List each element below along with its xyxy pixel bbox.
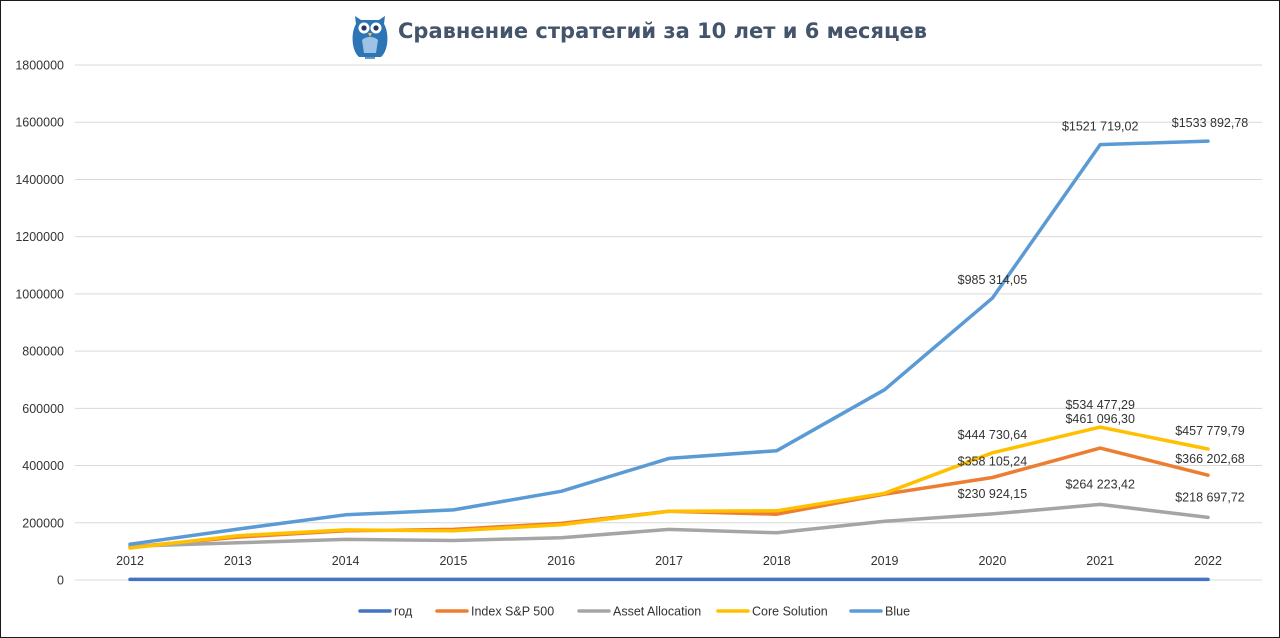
series-line-asset-allocation [128, 502, 1210, 548]
x-tick-label: 2022 [1194, 554, 1222, 568]
x-tick-label: 2018 [763, 554, 791, 568]
series-lines [128, 139, 1210, 582]
y-tick-label: 1200000 [15, 230, 64, 244]
data-label: $230 924,15 [958, 487, 1028, 501]
legend: год Index S&P 500 Asset Allocation Core Sol… [358, 605, 910, 619]
y-tick-label: 800000 [22, 345, 64, 359]
x-tick-label: 2014 [332, 554, 360, 568]
data-label: $1521 719,02 [1062, 120, 1139, 134]
legend-label: Index S&P 500 [471, 605, 554, 619]
data-label: $366 202,68 [1175, 452, 1245, 466]
series-line-core-solution [128, 425, 1210, 550]
series-line-blue [128, 139, 1210, 546]
data-label: $461 096,30 [1065, 412, 1135, 426]
data-label: $1533 892,78 [1172, 116, 1249, 130]
owl-logo-icon [352, 16, 388, 59]
data-label: $444 730,64 [958, 428, 1028, 442]
legend-label: год [394, 605, 413, 619]
y-axis-ticks: 0 200000 400000 600000 800000 1000000 1200000 1… [15, 59, 64, 588]
legend-label: Blue [885, 605, 910, 619]
x-tick-label: 2015 [439, 554, 467, 568]
chart-title: Сравнение стратегий за 10 лет и 6 месяце… [398, 19, 927, 43]
data-label: $358 105,24 [958, 455, 1028, 469]
y-tick-label: 1400000 [15, 173, 64, 187]
y-tick-label: 1000000 [15, 287, 64, 301]
y-tick-label: 600000 [22, 402, 64, 416]
x-axis-ticks: 2012 2013 2014 2015 2016 2017 2018 2019 2020 2021… [116, 554, 1222, 568]
y-tick-label: 1600000 [15, 116, 64, 130]
y-tick-label: 200000 [22, 516, 64, 530]
data-label: $218 697,72 [1175, 490, 1245, 504]
y-tick-label: 1800000 [15, 59, 64, 73]
x-tick-label: 2012 [116, 554, 144, 568]
x-tick-label: 2013 [224, 554, 252, 568]
legend-label: Asset Allocation [613, 605, 701, 619]
y-tick-label: 0 [57, 574, 64, 588]
x-tick-label: 2016 [547, 554, 575, 568]
gridlines [75, 64, 1262, 581]
data-label: $985 314,05 [958, 273, 1028, 287]
data-label: $264 223,42 [1065, 477, 1135, 491]
data-label: $457 779,79 [1175, 424, 1245, 438]
legend-label: Core Solution [752, 605, 828, 619]
x-tick-label: 2019 [871, 554, 899, 568]
data-label: $534 477,29 [1065, 398, 1135, 412]
x-tick-label: 2017 [655, 554, 683, 568]
y-tick-label: 400000 [22, 459, 64, 473]
x-tick-label: 2020 [978, 554, 1006, 568]
x-tick-label: 2021 [1086, 554, 1114, 568]
data-labels: $985 314,05 $1521 719,02 $1533 892,78 $444 … [958, 116, 1249, 504]
